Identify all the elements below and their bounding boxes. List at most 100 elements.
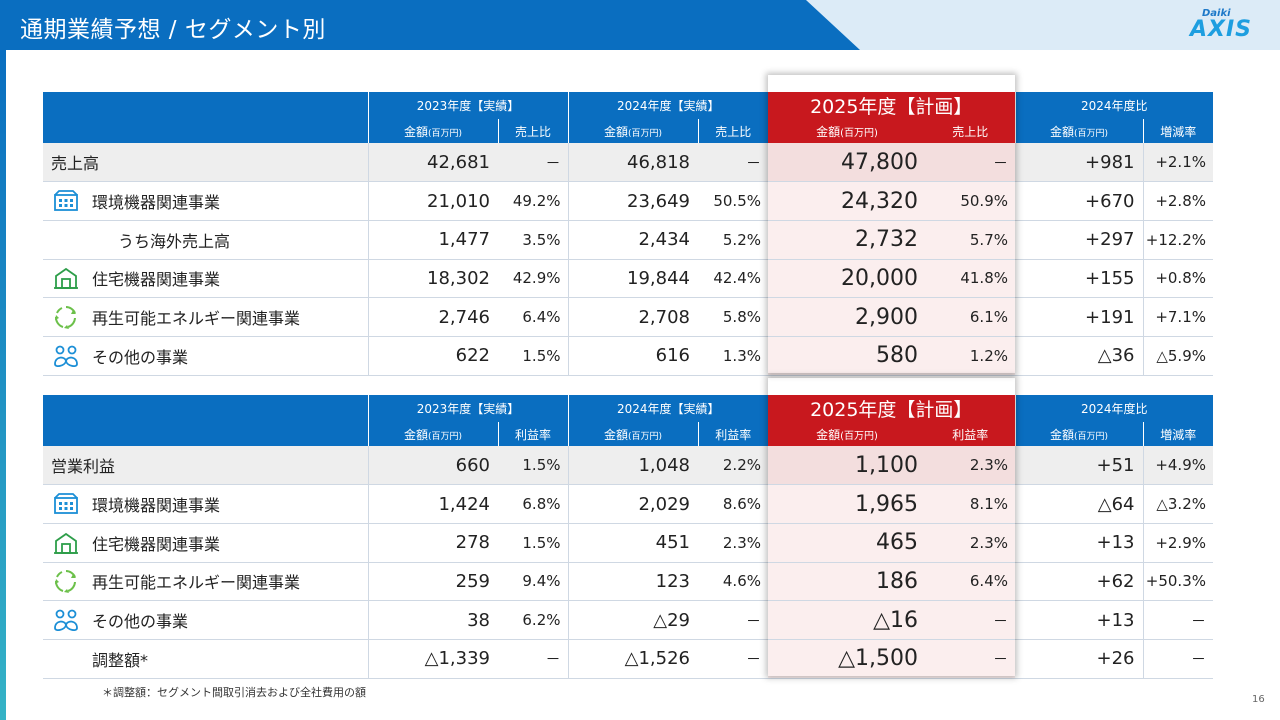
- value-2023: 278: [367, 523, 498, 563]
- col-margin: 利益率: [697, 422, 768, 446]
- value-2025-plan: 1,965: [768, 484, 926, 524]
- value-2025-plan: 2,900: [768, 297, 926, 337]
- yoy-rate: +12.2%: [1142, 220, 1213, 260]
- period-2024: 2024年度【実績】: [567, 92, 768, 119]
- value-2024: 23,649: [567, 181, 698, 221]
- period-2023: 2023年度【実績】: [367, 92, 568, 119]
- ratio-2023: 1.5%: [498, 523, 568, 563]
- ratio-2024: 2.2%: [698, 446, 768, 486]
- value-2025-plan: 186: [768, 562, 926, 602]
- ratio-2025-plan: 2.3%: [926, 523, 1015, 563]
- yoy-diff: +191: [1015, 297, 1143, 337]
- col-ratio: 売上比: [697, 119, 768, 143]
- table-row: その他の事業 622 1.5% 616 1.3% 580 1.2% △36 △5.9%: [43, 336, 1213, 376]
- yoy-rate: +7.1%: [1142, 297, 1213, 337]
- ratio-2025-plan: 6.4%: [926, 562, 1015, 602]
- yoy-diff: +13: [1015, 523, 1143, 563]
- value-2024: 616: [567, 336, 698, 376]
- ratio-2025-plan: －: [926, 639, 1015, 679]
- house-icon: [43, 523, 88, 563]
- value-2025-plan: 465: [768, 523, 926, 563]
- ratio-2024: 5.2%: [698, 220, 768, 260]
- ratio-2024: 42.4%: [698, 259, 768, 299]
- yoy-rate: △3.2%: [1142, 484, 1213, 524]
- ratio-2023: －: [498, 143, 568, 183]
- building-icon: [43, 181, 88, 221]
- value-2024: △1,526: [567, 639, 698, 679]
- col-amount: 金額(百万円): [1014, 422, 1143, 446]
- people-icon: [43, 336, 88, 376]
- table-row: 住宅機器関連事業 18,302 42.9% 19,844 42.4% 20,000 41.8…: [43, 259, 1213, 299]
- value-2023: 38: [367, 600, 498, 640]
- table-row: 売上高 42,681 － 46,818 － 47,800 － +981 +2.1%: [43, 143, 1213, 183]
- value-2025-plan: 20,000: [768, 259, 926, 299]
- page-number: 16: [1252, 694, 1265, 705]
- period-2025-plan: 2025年度【計画】: [768, 92, 1015, 119]
- yoy-diff: +981: [1015, 143, 1143, 183]
- col-ratio: 売上比: [497, 119, 568, 143]
- row-icon-blank: [43, 639, 88, 679]
- value-2024: 46,818: [567, 143, 698, 183]
- title-band: [0, 0, 860, 50]
- yoy-diff: △64: [1015, 484, 1143, 524]
- table-row: 環境機器関連事業 1,424 6.8% 2,029 8.6% 1,965 8.1% △64 △3…: [43, 484, 1213, 524]
- yoy-diff: +155: [1015, 259, 1143, 299]
- row-label: 営業利益: [43, 446, 368, 486]
- footnote: ＊調整額：セグメント間取引消去および全社費用の額: [102, 686, 366, 699]
- value-2023: 1,424: [367, 484, 498, 524]
- ratio-2023: 42.9%: [498, 259, 568, 299]
- ratio-2023: 1.5%: [498, 336, 568, 376]
- ratio-2025-plan: －: [926, 143, 1015, 183]
- row-label: 再生可能エネルギー関連事業: [88, 562, 368, 602]
- yoy-rate: +2.9%: [1142, 523, 1213, 563]
- ratio-2024: －: [698, 143, 768, 183]
- ratio-2024: 5.8%: [698, 297, 768, 337]
- ratio-2025-plan: 6.1%: [926, 297, 1015, 337]
- yoy-rate: －: [1142, 600, 1213, 640]
- ratio-2023: 6.4%: [498, 297, 568, 337]
- ratio-2025-plan: 1.2%: [926, 336, 1015, 376]
- value-2023: △1,339: [367, 639, 498, 679]
- period-yoy: 2024年度比: [1014, 395, 1213, 422]
- row-label: 環境機器関連事業: [88, 181, 368, 221]
- table-row: 営業利益 660 1.5% 1,048 2.2% 1,100 2.3% +51 +4.9%: [43, 446, 1213, 486]
- value-2024: 451: [567, 523, 698, 563]
- ratio-2024: －: [698, 600, 768, 640]
- yoy-rate: +4.9%: [1142, 446, 1213, 486]
- table-row: その他の事業 38 6.2% △29 － △16 － +13 －: [43, 600, 1213, 640]
- page-title: 通期業績予想 / セグメント別: [20, 17, 326, 43]
- value-2024: 2,708: [567, 297, 698, 337]
- header-blank: [43, 119, 368, 143]
- period-2024: 2024年度【実績】: [567, 395, 768, 422]
- row-label: 売上高: [43, 143, 368, 183]
- ratio-2025-plan: 5.7%: [926, 220, 1015, 260]
- house-icon: [43, 259, 88, 299]
- row-icon-blank: [43, 220, 88, 260]
- value-2024: 2,029: [567, 484, 698, 524]
- header-blank: [43, 395, 368, 422]
- ratio-2024: －: [698, 639, 768, 679]
- table-row: 再生可能エネルギー関連事業 2,746 6.4% 2,708 5.8% 2,900 6.1%…: [43, 297, 1213, 337]
- row-label: 住宅機器関連事業: [88, 523, 368, 563]
- row-label: 環境機器関連事業: [88, 484, 368, 524]
- ratio-2023: 6.2%: [498, 600, 568, 640]
- row-label: 調整額*: [88, 639, 368, 679]
- ratio-2024: 8.6%: [698, 484, 768, 524]
- yoy-rate: △5.9%: [1142, 336, 1213, 376]
- header-blank: [43, 422, 368, 446]
- value-2023: 259: [367, 562, 498, 602]
- yoy-rate: +2.8%: [1142, 181, 1213, 221]
- table-row: 再生可能エネルギー関連事業 259 9.4% 123 4.6% 186 6.4% +62 +50…: [43, 562, 1213, 602]
- value-2024: △29: [567, 600, 698, 640]
- yoy-diff: +670: [1015, 181, 1143, 221]
- period-2023: 2023年度【実績】: [367, 395, 568, 422]
- value-2024: 123: [567, 562, 698, 602]
- yoy-diff: +297: [1015, 220, 1143, 260]
- recycle-icon: [43, 562, 88, 602]
- yoy-diff: △36: [1015, 336, 1143, 376]
- col-change-rate: 増減率: [1142, 119, 1213, 143]
- row-label: うち海外売上高: [88, 220, 368, 260]
- table-row: うち海外売上高 1,477 3.5% 2,434 5.2% 2,732 5.7% +297 +1…: [43, 220, 1213, 260]
- ratio-2025-plan: 2.3%: [926, 446, 1015, 486]
- ratio-2023: －: [498, 639, 568, 679]
